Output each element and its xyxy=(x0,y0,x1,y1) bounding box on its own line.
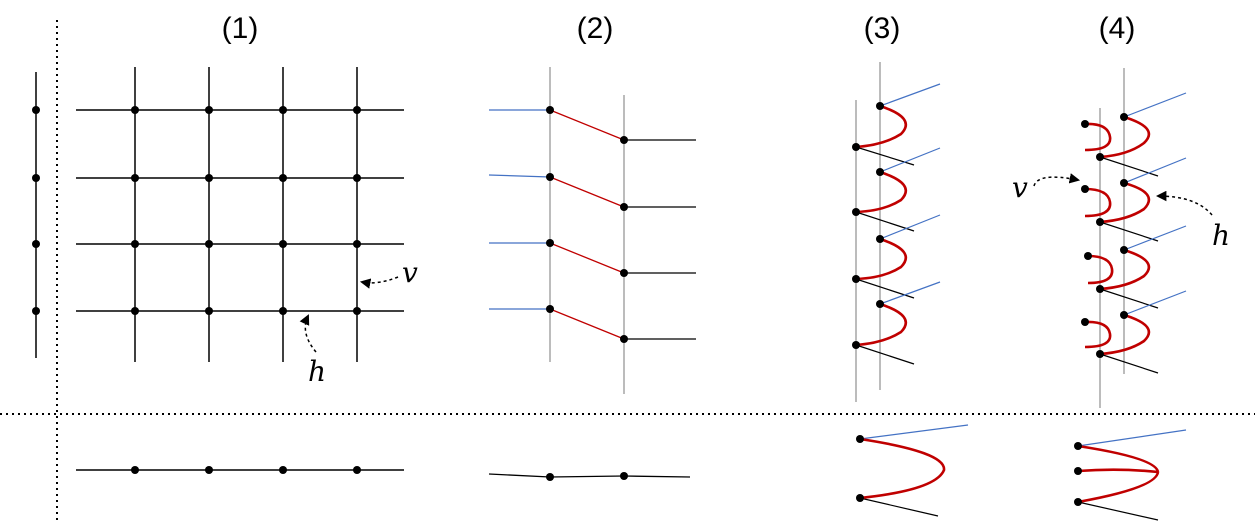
v-arrow xyxy=(359,276,399,289)
panel-title-1: (1) xyxy=(222,12,259,45)
p1-v-label: v xyxy=(402,256,418,289)
p4-v-label: v xyxy=(1012,171,1028,204)
panel-title-3: (3) xyxy=(864,12,901,45)
panel-1-grid: v h xyxy=(76,67,418,388)
p4-h-arrow xyxy=(1155,190,1213,216)
panel-3-bottom xyxy=(856,424,969,517)
panel-title-4: (4) xyxy=(1099,12,1136,45)
separators xyxy=(0,20,1255,520)
panel-title-2: (2) xyxy=(577,12,614,45)
left-vertical-factor xyxy=(32,72,40,358)
p1-h-label: h xyxy=(308,355,326,388)
p4-h-label: h xyxy=(1212,219,1230,252)
panel-2-bottom xyxy=(488,472,691,481)
h-arrow xyxy=(299,314,317,353)
panel-3-diagram xyxy=(852,62,941,402)
panel-2-diagram xyxy=(488,67,696,394)
panel-4-diagram: v h xyxy=(1012,68,1230,408)
panel-4-bottom xyxy=(1074,429,1187,521)
p4-v-arrow xyxy=(1033,173,1081,187)
panel-1-bottom xyxy=(76,466,404,474)
